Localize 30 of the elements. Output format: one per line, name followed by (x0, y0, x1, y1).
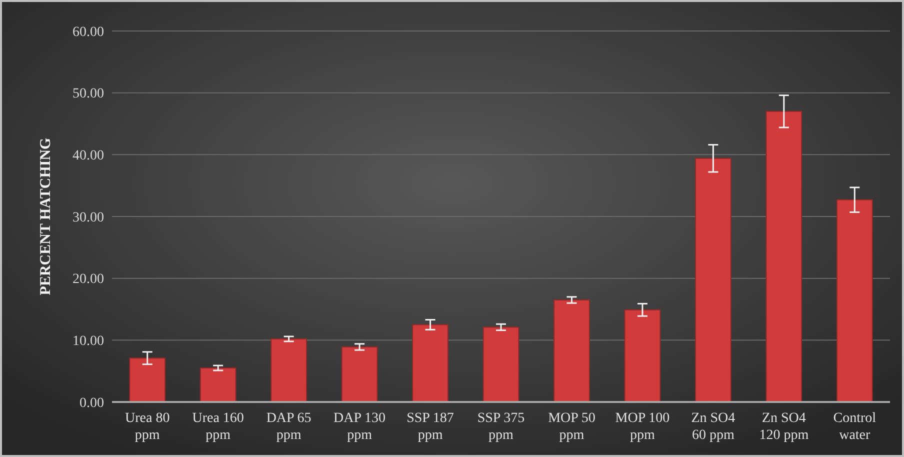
y-tick-label: 0.00 (80, 396, 104, 411)
bar (766, 110, 802, 402)
x-tick-label: Urea 160 ppm (192, 411, 244, 443)
x-tick-label: Control water (833, 411, 876, 443)
bar (412, 324, 448, 402)
bar (482, 326, 520, 402)
bar (554, 299, 590, 402)
x-tick-label: Zn SO4 60 ppm (691, 411, 736, 443)
y-tick-label: 50.00 (72, 86, 104, 102)
y-axis-title: PERCENT HATCHING (38, 137, 54, 296)
bar (200, 367, 236, 402)
x-tick-label: DAP 130 ppm (334, 411, 386, 443)
x-tick-label: MOP 100 ppm (615, 411, 670, 443)
bar (129, 358, 166, 402)
bar (695, 158, 732, 402)
y-tick-label: 40.00 (72, 148, 104, 164)
x-tick-label: SSP 187 ppm (406, 411, 454, 443)
x-tick-label: DAP 65 ppm (266, 411, 312, 443)
x-tick-label: MOP 50 ppm (548, 411, 596, 443)
x-tick-label: Zn SO4 120 ppm (759, 411, 809, 443)
y-tick-label: 10.00 (72, 334, 104, 350)
bar (836, 199, 873, 402)
y-tick-label: 30.00 (72, 210, 104, 226)
y-tick-label: 60.00 (72, 24, 104, 40)
x-tick-label: SSP 375 ppm (477, 411, 525, 443)
y-tick-label: 20.00 (72, 272, 104, 288)
bar (341, 346, 378, 402)
x-tick-label: Urea 80 ppm (125, 411, 170, 443)
bar (624, 309, 661, 402)
bar (270, 338, 307, 402)
